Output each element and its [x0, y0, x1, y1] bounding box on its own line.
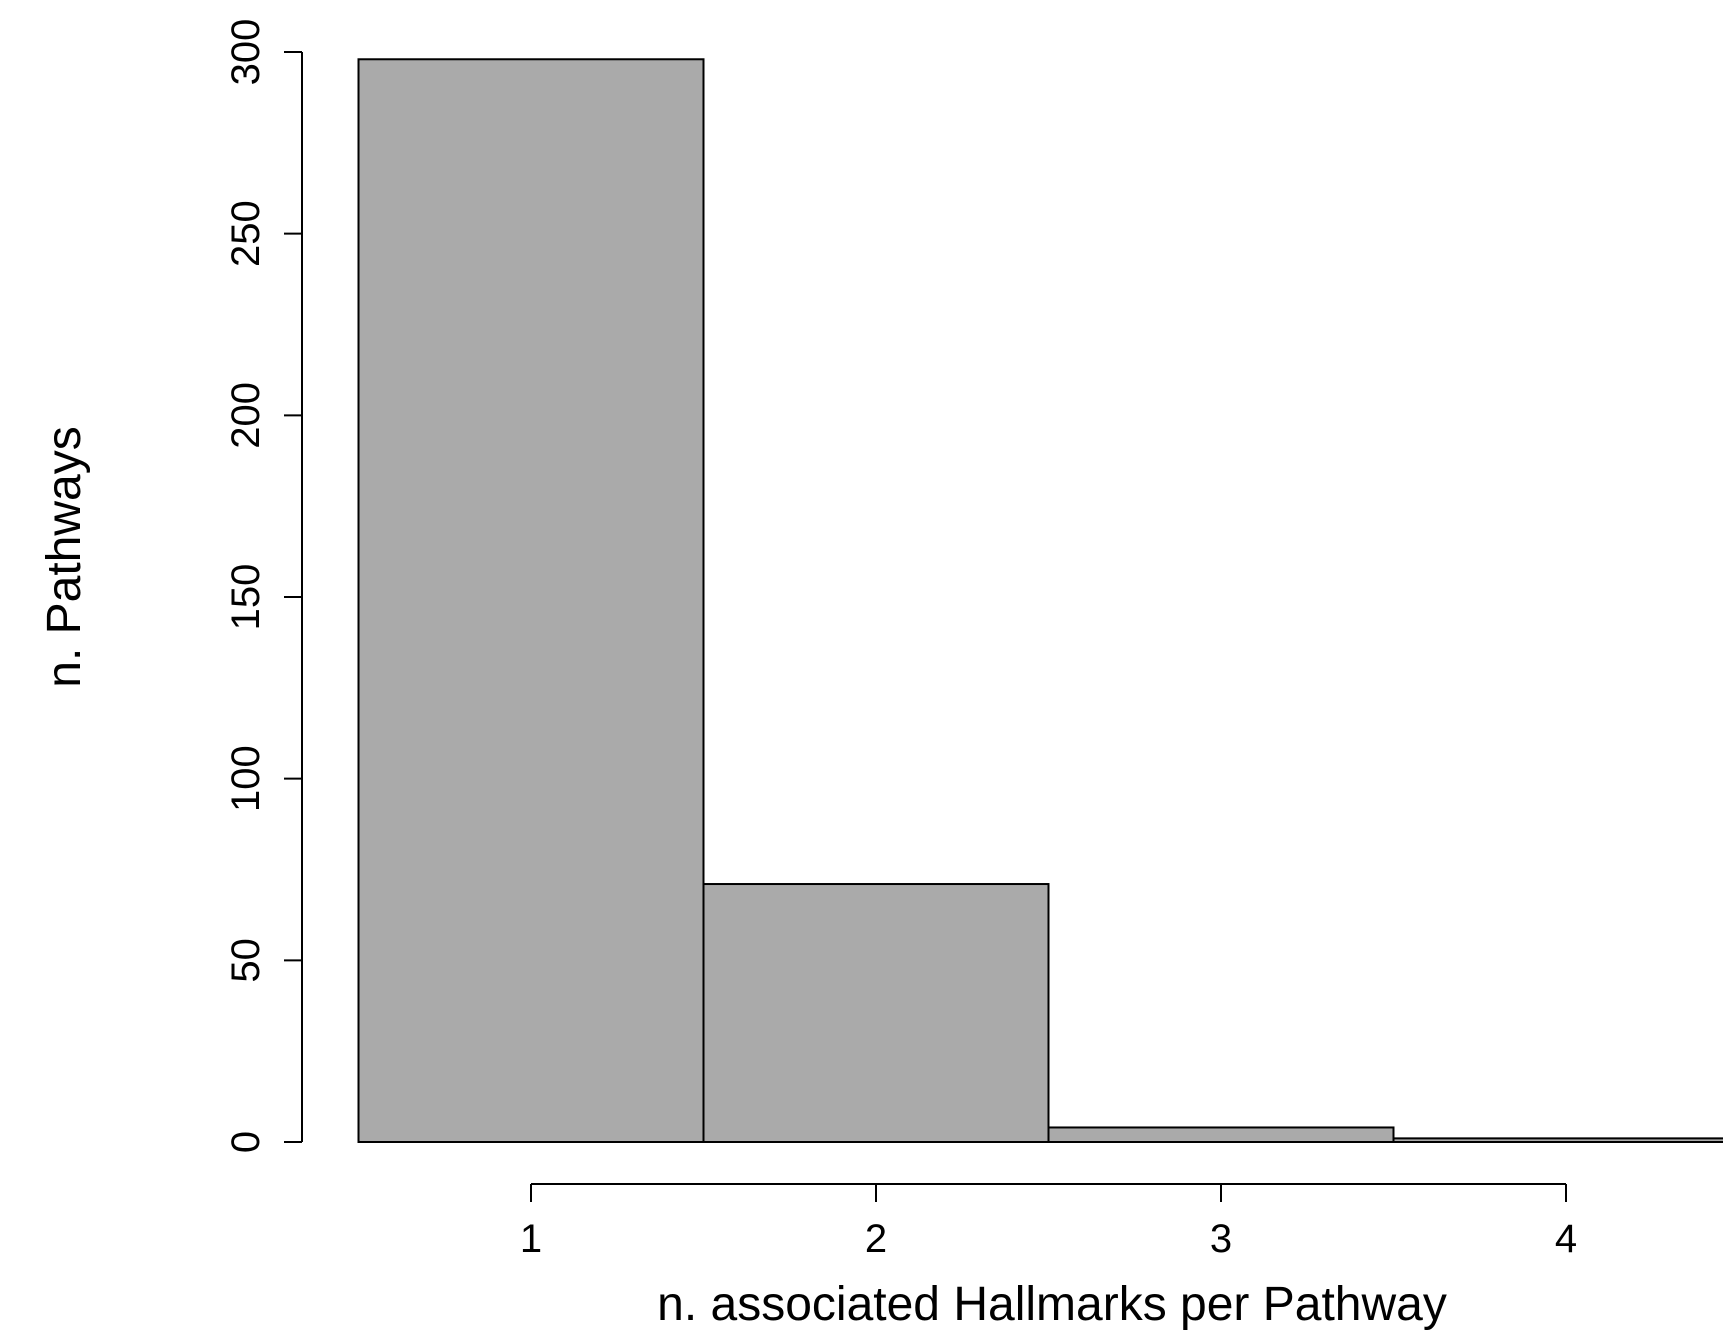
- bar-4: [1392, 1137, 1723, 1144]
- bar-3: [1047, 1126, 1395, 1144]
- y-axis-title: n. Pathways: [38, 426, 91, 687]
- y-tick-label-200: 200: [224, 382, 268, 449]
- x-tick-label-4: 4: [1555, 1217, 1577, 1261]
- y-tick-label-150: 150: [224, 564, 268, 631]
- x-axis-title: n. associated Hallmarks per Pathway: [657, 1278, 1447, 1331]
- x-tick-label-1: 1: [520, 1217, 542, 1261]
- y-tick-label-50: 50: [224, 938, 268, 983]
- bar-2: [702, 883, 1050, 1143]
- y-axis: 0 50 100 150 200 250 300: [224, 19, 303, 1153]
- y-tick-label-0: 0: [224, 1131, 268, 1153]
- y-tick-label-300: 300: [224, 19, 268, 86]
- bars-group: [357, 58, 1723, 1144]
- y-tick-label-100: 100: [224, 745, 268, 812]
- bar-1: [357, 58, 705, 1143]
- y-tick-label-250: 250: [224, 200, 268, 267]
- x-tick-label-3: 3: [1210, 1217, 1232, 1261]
- x-tick-label-2: 2: [865, 1217, 887, 1261]
- x-axis: 1 2 3 4: [520, 1183, 1577, 1261]
